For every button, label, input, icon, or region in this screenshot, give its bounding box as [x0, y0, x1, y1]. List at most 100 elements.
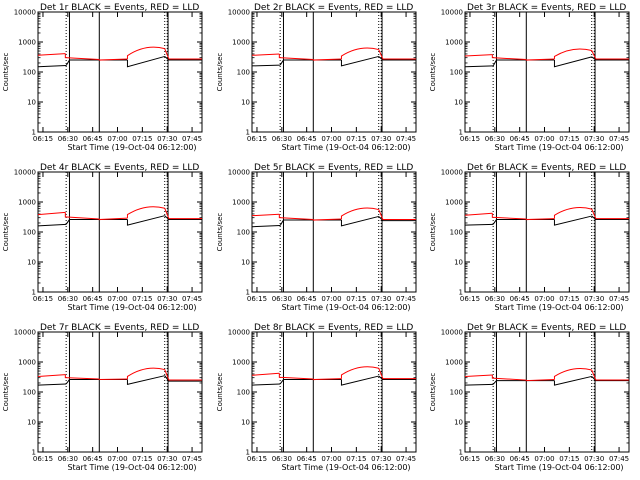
events-series-line	[37, 64, 67, 68]
lld-series-line	[98, 58, 128, 61]
x-tick-label: 07:30	[371, 135, 391, 143]
lld-series-line	[164, 208, 202, 220]
x-tick-label: 06:30	[485, 295, 505, 303]
y-tick-label: 1	[246, 289, 250, 297]
y-tick-label: 10	[241, 419, 250, 427]
chart-title: Det 4r BLACK = Events, RED = LLD	[40, 163, 199, 173]
lld-series-line	[553, 48, 592, 60]
x-tick-label: 06:45	[83, 455, 103, 463]
lld-series-line	[553, 368, 592, 380]
x-tick-label: 06:45	[510, 135, 530, 143]
x-tick-label: 06:30	[272, 295, 292, 303]
x-tick-label: 06:30	[58, 135, 78, 143]
events-series-line	[591, 215, 629, 221]
y-tick-label: 100	[450, 69, 463, 77]
y-tick-label: 100	[237, 229, 250, 237]
x-tick-label: 07:00	[321, 135, 341, 143]
x-tick-label: 07:45	[609, 295, 629, 303]
x-tick-label: 07:15	[559, 295, 579, 303]
lld-series-line	[312, 218, 342, 221]
lld-series-line	[464, 54, 493, 57]
y-axis-label: Counts/sec	[2, 53, 10, 92]
x-tick-label: 06:45	[83, 135, 103, 143]
x-tick-label: 06:15	[33, 455, 53, 463]
events-series-line	[492, 380, 527, 385]
y-tick-label: 1000	[232, 39, 250, 47]
lld-series-line	[312, 378, 342, 381]
y-tick-label: 100	[450, 229, 463, 237]
chart-title: Det 9r BLACK = Events, RED = LLD	[467, 323, 626, 333]
lld-series-line	[464, 374, 493, 377]
events-series-line	[164, 56, 202, 61]
x-tick-label: 07:30	[584, 135, 604, 143]
lld-series-line	[251, 372, 280, 376]
chart-panel: Det 1r BLACK = Events, RED = LLD 1 10 100 10…	[2, 3, 203, 152]
y-tick-label: 1	[459, 129, 463, 137]
y-tick-label: 10000	[441, 9, 463, 17]
lld-series-line	[37, 53, 66, 56]
events-series-line	[464, 223, 494, 226]
x-tick-label: 07:00	[107, 295, 127, 303]
y-tick-label: 1000	[232, 199, 250, 207]
y-axis-label: Counts/sec	[429, 373, 437, 412]
events-series-line	[251, 224, 281, 228]
y-tick-label: 10	[241, 259, 250, 267]
y-tick-label: 10	[454, 419, 463, 427]
y-tick-label: 1	[246, 129, 250, 137]
lld-series-line	[553, 207, 592, 219]
x-tick-label: 07:15	[346, 135, 366, 143]
events-series-line	[378, 375, 416, 381]
y-tick-label: 1	[32, 449, 36, 457]
x-tick-label: 07:45	[396, 135, 416, 143]
events-series-line	[251, 64, 281, 67]
events-series-line	[37, 223, 67, 227]
y-tick-label: 10	[454, 99, 463, 107]
events-series-line	[591, 56, 629, 61]
x-tick-label: 06:45	[297, 295, 317, 303]
lld-series-line	[37, 374, 66, 377]
x-tick-label: 07:00	[321, 295, 341, 303]
y-tick-label: 10000	[228, 169, 250, 177]
x-tick-label: 07:30	[157, 295, 177, 303]
x-tick-label: 07:15	[559, 135, 579, 143]
y-tick-label: 100	[23, 69, 36, 77]
y-tick-label: 100	[450, 389, 463, 397]
events-series-line	[65, 219, 100, 225]
lld-series-line	[378, 209, 416, 221]
y-tick-label: 10000	[14, 169, 36, 177]
events-series-line	[378, 216, 416, 222]
x-axis-label: Start Time (19-Oct-04 06:12:00)	[281, 143, 410, 152]
events-series-line	[340, 375, 379, 386]
y-tick-label: 1000	[445, 199, 463, 207]
events-series-line	[65, 379, 100, 385]
events-series-line	[164, 375, 202, 382]
y-tick-label: 1	[32, 129, 36, 137]
y-tick-label: 1	[246, 449, 250, 457]
y-axis-label: Counts/sec	[429, 53, 437, 92]
x-tick-label: 06:15	[460, 135, 480, 143]
x-tick-label: 06:15	[460, 455, 480, 463]
lld-series-line	[591, 208, 629, 220]
y-tick-label: 100	[23, 229, 36, 237]
y-tick-label: 10	[241, 99, 250, 107]
x-tick-label: 06:15	[33, 135, 53, 143]
chart-title: Det 3r BLACK = Events, RED = LLD	[467, 3, 626, 13]
lld-series-line	[126, 367, 165, 380]
x-tick-label: 06:30	[58, 295, 78, 303]
y-tick-label: 10000	[14, 329, 36, 337]
x-tick-label: 07:30	[584, 295, 604, 303]
x-tick-label: 07:15	[132, 295, 152, 303]
x-tick-label: 06:45	[510, 455, 530, 463]
x-tick-label: 07:15	[132, 135, 152, 143]
y-axis-label: Counts/sec	[216, 53, 224, 92]
x-tick-label: 07:15	[346, 295, 366, 303]
y-axis-label: Counts/sec	[2, 373, 10, 412]
y-tick-label: 10	[27, 259, 36, 267]
x-tick-label: 06:15	[247, 455, 267, 463]
lld-series-line	[251, 53, 280, 56]
x-tick-label: 06:45	[510, 295, 530, 303]
y-tick-label: 10	[27, 99, 36, 107]
chart-panel: Det 6r BLACK = Events, RED = LLD 1 10 100 10…	[429, 163, 630, 312]
chart-panel: Det 8r BLACK = Events, RED = LLD 1 10 100 10…	[216, 323, 417, 472]
x-axis-label: Start Time (19-Oct-04 06:12:00)	[281, 463, 410, 472]
